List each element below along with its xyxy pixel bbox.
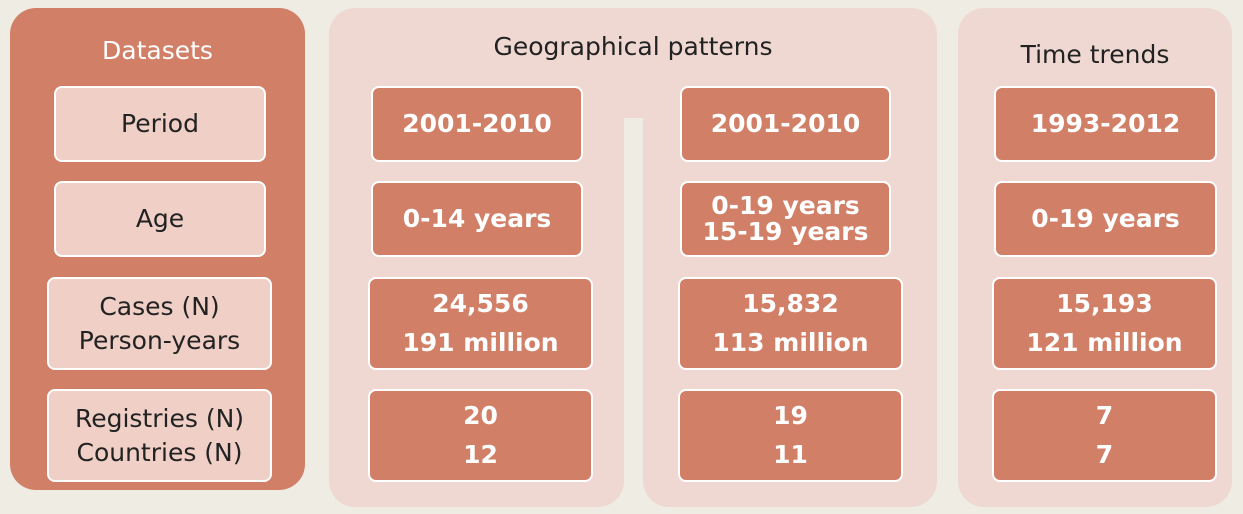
cell-text: 2001-2010 bbox=[402, 109, 552, 139]
cell-text: Cases (N) bbox=[99, 291, 220, 321]
cell: 19 11 bbox=[678, 389, 903, 482]
cell-text: 19 bbox=[773, 400, 808, 430]
cell-text: Age bbox=[135, 204, 185, 234]
cell-text: 15,832 bbox=[742, 288, 839, 318]
cell-text: 15,193 bbox=[1056, 288, 1153, 318]
cell-text: 15-19 years bbox=[702, 217, 869, 246]
cell-text: 20 bbox=[463, 400, 498, 430]
cell-text: 191 million bbox=[402, 327, 559, 357]
cell: 15,193 121 million bbox=[992, 277, 1217, 370]
cell-text: Registries (N) bbox=[74, 403, 245, 433]
cell: Age bbox=[54, 181, 266, 257]
cell-text: 121 million bbox=[1026, 327, 1183, 357]
cell: Period bbox=[54, 86, 266, 162]
cell-text: 0-19 years bbox=[1031, 204, 1180, 234]
cell-text: Countries (N) bbox=[76, 437, 243, 467]
cell: 15,832 113 million bbox=[678, 277, 903, 370]
cell-text: 1993-2012 bbox=[1030, 109, 1181, 139]
cell: 2001-2010 bbox=[371, 86, 583, 162]
panel-title: Time trends bbox=[1020, 40, 1170, 69]
cell-text: Person-years bbox=[78, 325, 241, 355]
cell-text: 113 million bbox=[712, 327, 869, 357]
cell: 0-19 years bbox=[994, 181, 1217, 257]
cell-text: 7 bbox=[1095, 439, 1114, 469]
panel-title: Datasets bbox=[102, 36, 213, 65]
panel-title: Geographical patterns bbox=[493, 32, 773, 61]
cell-text: 11 bbox=[773, 439, 808, 469]
cell-text: Period bbox=[121, 109, 199, 139]
cell: 24,556 191 million bbox=[368, 277, 593, 370]
cell-text: 12 bbox=[463, 439, 498, 469]
cell-text: 24,556 bbox=[432, 288, 529, 318]
cell: Cases (N) Person-years bbox=[47, 277, 272, 370]
cell-text: 0-14 years bbox=[402, 204, 552, 234]
cell: 0-14 years bbox=[371, 181, 583, 257]
cell: 2001-2010 bbox=[680, 86, 891, 162]
cell-text: 7 bbox=[1095, 400, 1114, 430]
cell-text: 2001-2010 bbox=[710, 109, 861, 139]
cell: 0-19 years 15-19 years bbox=[680, 181, 891, 257]
cell: Registries (N) Countries (N) bbox=[47, 389, 272, 482]
cell: 1993-2012 bbox=[994, 86, 1217, 162]
cell-text: 0-19 years bbox=[711, 190, 860, 220]
cell: 20 12 bbox=[368, 389, 593, 482]
